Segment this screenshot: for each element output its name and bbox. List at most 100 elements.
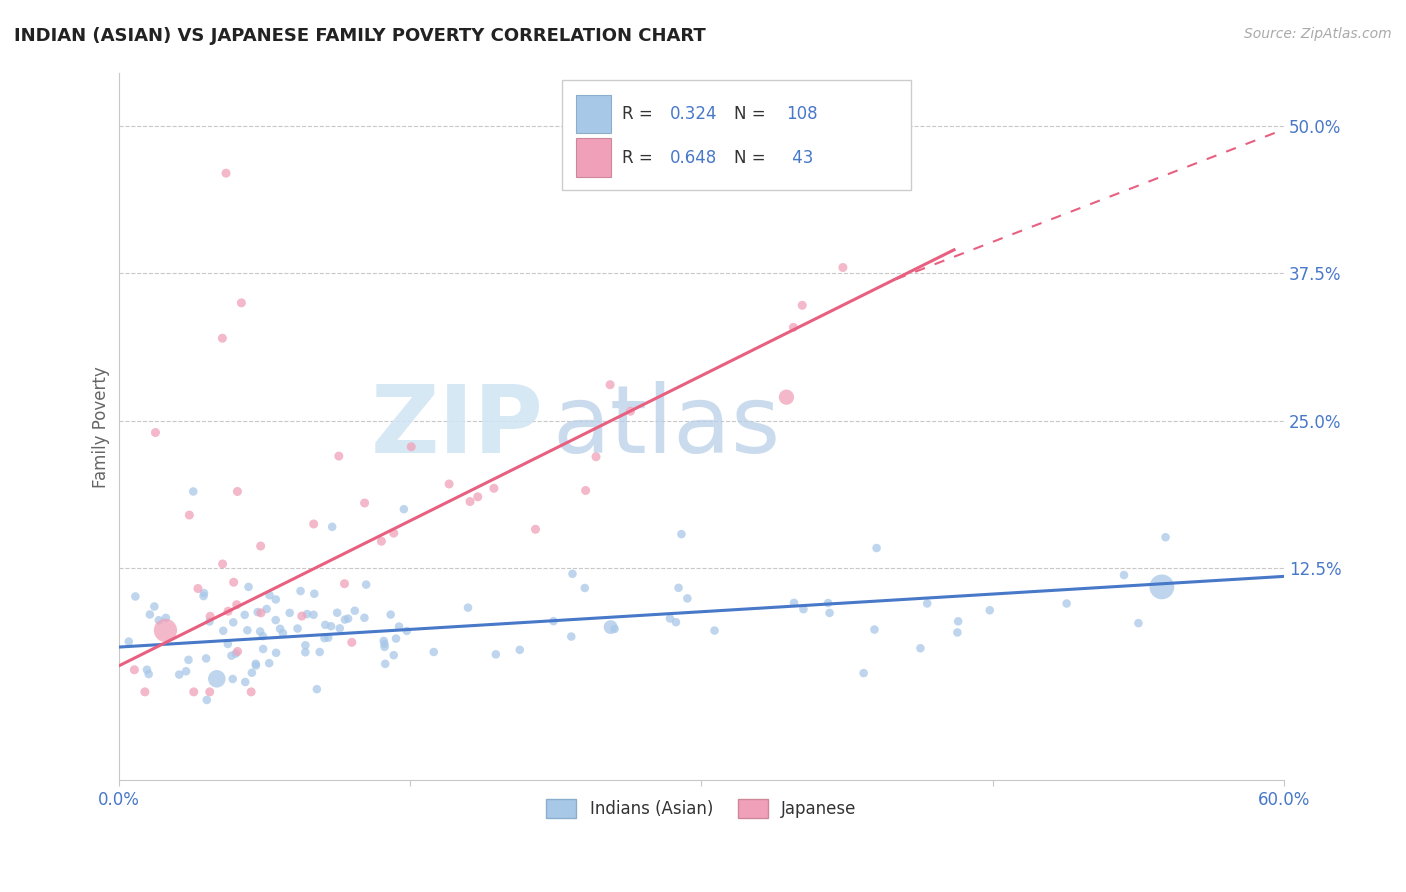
Point bbox=[370, 534, 392, 549]
Point bbox=[340, 635, 363, 649]
Point bbox=[863, 623, 886, 637]
Text: INDIAN (ASIAN) VS JAPANESE FAMILY POVERTY CORRELATION CHART: INDIAN (ASIAN) VS JAPANESE FAMILY POVERT… bbox=[14, 27, 706, 45]
Point bbox=[782, 320, 804, 334]
Point bbox=[264, 592, 287, 607]
Point bbox=[915, 597, 938, 611]
Point bbox=[193, 589, 215, 603]
Point bbox=[392, 502, 415, 516]
Point bbox=[979, 603, 1001, 617]
Point bbox=[205, 672, 228, 686]
Point bbox=[321, 520, 343, 534]
Point bbox=[385, 632, 408, 646]
Point bbox=[211, 557, 233, 571]
Point bbox=[294, 638, 316, 652]
Point bbox=[775, 390, 797, 404]
Bar bbox=[575, 95, 610, 134]
Point bbox=[575, 483, 598, 498]
Point bbox=[388, 619, 411, 633]
Text: R =: R = bbox=[623, 105, 658, 123]
Point bbox=[215, 166, 238, 180]
Point bbox=[134, 685, 156, 699]
Point bbox=[314, 617, 336, 632]
Point bbox=[236, 624, 259, 638]
Point bbox=[509, 643, 531, 657]
Bar bbox=[575, 138, 610, 178]
Point bbox=[181, 484, 204, 499]
Point bbox=[1056, 597, 1078, 611]
Point bbox=[252, 642, 274, 657]
Point bbox=[167, 667, 190, 681]
Point bbox=[290, 584, 312, 599]
Point bbox=[353, 496, 375, 510]
Point bbox=[328, 449, 350, 463]
Point bbox=[659, 611, 682, 625]
Point bbox=[910, 641, 932, 656]
Point bbox=[198, 615, 221, 629]
Text: Source: ZipAtlas.com: Source: ZipAtlas.com bbox=[1244, 27, 1392, 41]
Point bbox=[249, 624, 271, 639]
Point bbox=[155, 624, 177, 638]
Point bbox=[250, 606, 273, 620]
Point bbox=[225, 647, 247, 661]
Point bbox=[225, 598, 247, 612]
Point bbox=[467, 490, 489, 504]
Point bbox=[1128, 616, 1150, 631]
Point bbox=[337, 611, 360, 625]
Point bbox=[1150, 580, 1173, 594]
FancyBboxPatch shape bbox=[561, 80, 911, 190]
Point bbox=[457, 600, 479, 615]
Point bbox=[136, 663, 159, 677]
Point bbox=[143, 599, 166, 614]
Point bbox=[304, 587, 326, 601]
Point bbox=[832, 260, 855, 275]
Point bbox=[792, 298, 814, 312]
Point bbox=[619, 404, 641, 418]
Point bbox=[222, 615, 245, 630]
Point bbox=[354, 577, 377, 591]
Point bbox=[212, 624, 235, 638]
Point bbox=[148, 613, 170, 627]
Text: 0.324: 0.324 bbox=[671, 105, 717, 123]
Point bbox=[599, 377, 621, 392]
Point bbox=[269, 622, 291, 636]
Point bbox=[174, 665, 197, 679]
Legend: Indians (Asian), Japanese: Indians (Asian), Japanese bbox=[540, 792, 863, 825]
Point bbox=[271, 626, 294, 640]
Point bbox=[302, 607, 325, 622]
Point bbox=[124, 663, 146, 677]
Point bbox=[585, 450, 607, 464]
Point bbox=[343, 604, 366, 618]
Point bbox=[195, 651, 218, 665]
Point bbox=[233, 675, 256, 690]
Point bbox=[278, 606, 301, 620]
Point bbox=[668, 581, 690, 595]
Point bbox=[249, 539, 271, 553]
Point bbox=[1112, 568, 1135, 582]
Point bbox=[395, 624, 418, 638]
Point bbox=[326, 606, 349, 620]
Point bbox=[256, 602, 278, 616]
Point bbox=[329, 621, 352, 635]
Point bbox=[333, 576, 356, 591]
Point bbox=[287, 622, 309, 636]
Point bbox=[1154, 530, 1177, 544]
Point bbox=[314, 631, 336, 645]
Point bbox=[246, 605, 269, 619]
Point bbox=[198, 609, 221, 624]
Point bbox=[946, 615, 969, 629]
Text: 0.648: 0.648 bbox=[671, 149, 717, 167]
Point bbox=[374, 640, 396, 654]
Point bbox=[308, 645, 330, 659]
Text: 108: 108 bbox=[786, 105, 818, 123]
Point bbox=[295, 607, 318, 621]
Point bbox=[353, 611, 375, 625]
Point bbox=[817, 596, 839, 610]
Point bbox=[294, 645, 316, 659]
Point bbox=[124, 590, 146, 604]
Point bbox=[233, 607, 256, 622]
Point bbox=[382, 648, 405, 662]
Point bbox=[665, 615, 688, 630]
Point bbox=[222, 672, 245, 686]
Point bbox=[423, 645, 446, 659]
Point bbox=[217, 637, 239, 651]
